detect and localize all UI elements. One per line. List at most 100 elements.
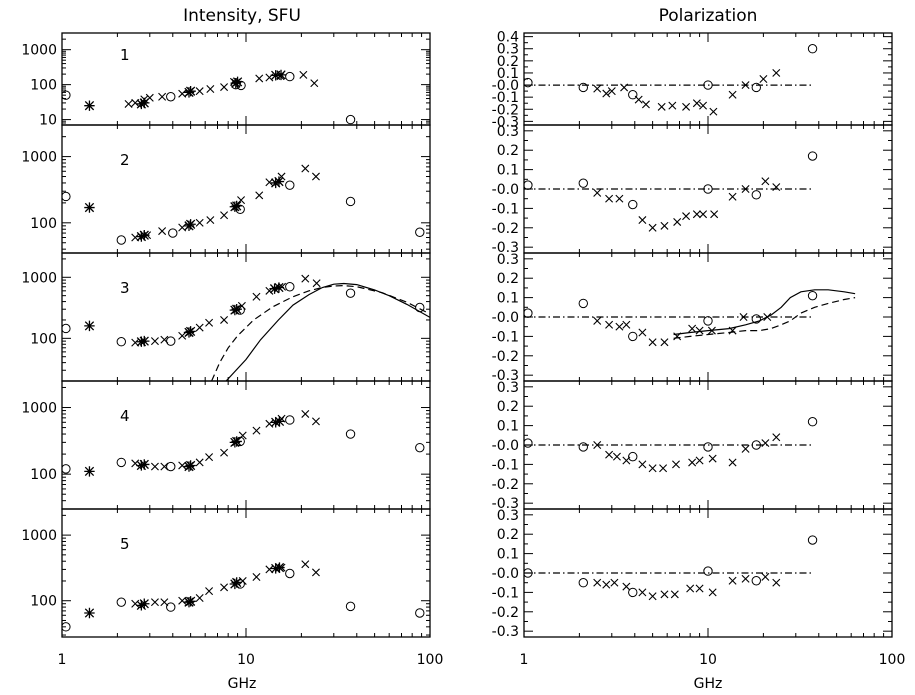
intensity-panel-5-x-point bbox=[150, 598, 159, 607]
intensity-panel-3-x-point bbox=[150, 337, 159, 346]
polarization-panel-3-x-point bbox=[660, 338, 669, 347]
intensity-title: Intensity, SFU bbox=[183, 6, 301, 26]
intensity-panel-2-ytick-label: 1000 bbox=[21, 150, 57, 166]
intensity-panel-2-x-point bbox=[301, 164, 310, 173]
polarization-panel-2-x-point bbox=[605, 194, 614, 203]
polarization-panel-3-circle-point bbox=[524, 308, 533, 318]
polarization-panel-5-plot-area bbox=[524, 535, 818, 601]
polarization-panel-2-circle-point bbox=[703, 184, 713, 194]
polarization-panel-1-x-point bbox=[682, 102, 691, 111]
intensity-panel-3-number: 3 bbox=[120, 279, 130, 297]
intensity-panel-5-x-point bbox=[252, 573, 261, 581]
intensity-panel-1-circle-point bbox=[62, 90, 71, 100]
intensity-panel-2-circle-point bbox=[285, 180, 295, 190]
intensity-panel-5-circle-point bbox=[415, 608, 425, 618]
polarization-panel-2-circle-point bbox=[578, 178, 588, 188]
intensity-panel-2-circle-point bbox=[168, 228, 178, 238]
polarization-panel-2-x-point bbox=[728, 192, 737, 201]
intensity-panel-3-x-point bbox=[205, 318, 214, 327]
polarization-panel-2-x-point bbox=[648, 223, 657, 232]
intensity-panel-2-circle-point bbox=[62, 191, 71, 202]
intensity-panel-1-x-point bbox=[220, 83, 229, 92]
intensity-panel-1-circle-point bbox=[345, 114, 356, 125]
intensity-panel-3-x-point bbox=[160, 335, 169, 344]
intensity-panel-3-x-point bbox=[312, 279, 321, 288]
intensity-panel-2-asterisk-point bbox=[139, 229, 150, 241]
polarization-panel-3-circle-point bbox=[751, 314, 761, 324]
intensity-panel-3-plot-area bbox=[62, 274, 430, 381]
intensity-panel-2-x-point bbox=[195, 218, 204, 227]
polarization-panel-4-ytick-label: -0.1 bbox=[492, 457, 519, 473]
intensity-panel-1-x-point bbox=[310, 79, 319, 88]
intensity-panel-3: 1000 100 3 bbox=[21, 252, 431, 382]
polarization-panel-1-ytick-label: -0.1 bbox=[492, 90, 519, 106]
polarization-panel-2-x-point bbox=[741, 185, 750, 193]
intensity-panel-5-asterisk-point bbox=[274, 562, 285, 573]
polarization-panel-4-ytick-label: -0.3 bbox=[492, 496, 519, 512]
polarization-panel-1-x-point bbox=[593, 84, 602, 93]
intensity-panel-2-x-point bbox=[178, 223, 187, 232]
polarization-panel-2-circle-point bbox=[751, 190, 761, 200]
intensity-panel-2-asterisk-point bbox=[136, 231, 147, 242]
polarization-panel-1-ytick-label: 0.3 bbox=[497, 42, 519, 58]
intensity-panel-2-x-point bbox=[220, 211, 229, 220]
polarization-panel-2-ytick-label: 0.2 bbox=[497, 143, 519, 159]
intensity-panel-5-number: 5 bbox=[120, 535, 130, 553]
intensity-panel-4-asterisk-point bbox=[231, 436, 242, 447]
polarization-panel-5-x-point bbox=[695, 584, 704, 593]
polarization-panel-3-plot-area bbox=[524, 289, 856, 347]
polarization-panel-2-x-point bbox=[615, 194, 624, 203]
polarization-panel-4-x-point bbox=[605, 450, 614, 459]
polarization-panel-4-ytick-label: -0.0 bbox=[492, 438, 519, 454]
polarization-xtick-label: 10 bbox=[699, 652, 717, 668]
intensity-panel-4-x-point bbox=[160, 462, 169, 471]
intensity-panel-3-asterisk-point bbox=[84, 320, 95, 332]
polarization-panel-5-ytick-label: 0.1 bbox=[497, 547, 519, 563]
polarization-panel-4-x-point bbox=[728, 458, 737, 467]
polarization-panel-1-x-point bbox=[657, 102, 666, 111]
intensity-panel-3-asterisk-point bbox=[273, 282, 285, 293]
polarization-panel-1-circle-point bbox=[807, 44, 818, 54]
polarization-panel-3-circle-point bbox=[628, 331, 638, 342]
polarization-panel-3-circle-point bbox=[703, 316, 713, 326]
intensity-panel-1-ytick-label: 1000 bbox=[21, 43, 57, 59]
intensity-panel-5-asterisk-point bbox=[270, 563, 281, 574]
polarization-panel-5-ytick-label: -0.3 bbox=[492, 624, 519, 640]
intensity-panel-2-number: 2 bbox=[120, 151, 130, 169]
intensity-panel-3-x-point bbox=[301, 274, 310, 283]
intensity-panel-4-ytick-label: 1000 bbox=[21, 401, 57, 417]
intensity-panel-2-circle-point bbox=[345, 196, 356, 207]
polarization-panel-1-circle-point bbox=[751, 82, 761, 93]
polarization-panel-1-circle-point bbox=[524, 77, 533, 88]
intensity-panel-5-circle-point bbox=[62, 622, 71, 632]
intensity-panel-3-asterisk-point bbox=[185, 326, 196, 337]
polarization-panel-3-circle-point bbox=[578, 298, 588, 309]
polarization-panel-1-x-point bbox=[607, 87, 616, 96]
polarization-panel-4-x-point bbox=[695, 456, 704, 465]
polarization-panel-2-x-point bbox=[682, 212, 691, 221]
intensity-xtick-label: 1 bbox=[58, 652, 67, 668]
polarization-panel-2-circle-point bbox=[524, 180, 533, 190]
intensity-panel-3-x-point bbox=[220, 315, 229, 324]
polarization-panel-4-circle-point bbox=[807, 417, 818, 427]
intensity-panel-4-circle-point bbox=[345, 429, 356, 439]
polarization-panel-1-x-point bbox=[620, 83, 629, 92]
intensity-panel-5-x-point bbox=[311, 568, 320, 577]
polarization-panel-4-x-point bbox=[622, 456, 631, 465]
polarization-panel-3-ytick-label: -0.0 bbox=[492, 310, 519, 326]
polarization-panel-1-ytick-label: 0.4 bbox=[497, 30, 519, 46]
polarization-panel-4-x-point bbox=[672, 460, 680, 469]
intensity-panel-1-number: 1 bbox=[120, 46, 130, 64]
polarization-panel-1-ytick-label: -0.2 bbox=[492, 102, 519, 118]
intensity-panel-3-solid-line bbox=[225, 282, 430, 381]
polarization-panel-3: 0.3 0.2 0.1 -0.0 -0.1 -0.2 -0.3 bbox=[492, 252, 893, 384]
polarization-panel-5-circle-point bbox=[628, 587, 638, 598]
polarization-panel-3-x-point bbox=[728, 326, 737, 335]
polarization-panel-2-x-point bbox=[593, 188, 602, 197]
polarization-panel-4-ytick-label: 0.3 bbox=[497, 380, 519, 396]
intensity-panel-4-x-point bbox=[205, 453, 214, 462]
intensity-panel-2-asterisk-point bbox=[231, 200, 242, 212]
polarization-panel-5-x-point bbox=[638, 588, 647, 597]
intensity-panel-3-x-point bbox=[195, 323, 204, 332]
polarization-panel-3-x-point bbox=[763, 313, 772, 321]
